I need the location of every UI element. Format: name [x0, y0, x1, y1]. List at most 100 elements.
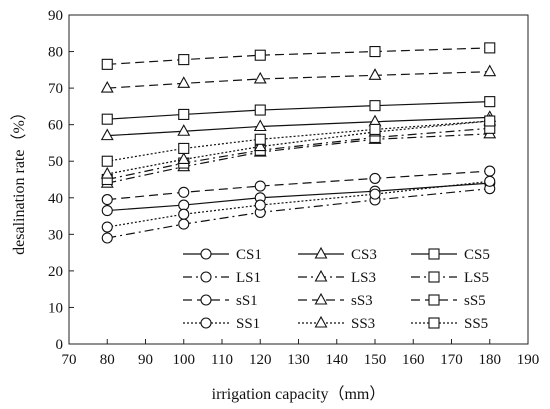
legend-marker-cs3 [314, 246, 328, 259]
legend-item-cs5: CS5 [411, 247, 490, 263]
data-point-cs5 [178, 108, 190, 120]
x-tick-label: 180 [479, 352, 502, 368]
series-line-ss5 [107, 47, 490, 65]
data-point-ss3 [368, 68, 382, 80]
data-point-ss1 [484, 165, 496, 177]
legend: CS1 CS3 CS5 LS1 LS3 LS5 sS1 sS3 sS5 SS1 SS3 SS5 [183, 246, 490, 332]
legend-label-ls1: LS1 [236, 270, 261, 286]
data-point-ss1 [369, 172, 381, 184]
legend-label-ss1: SS1 [236, 316, 260, 332]
series-line-ls3 [107, 133, 490, 184]
data-point-ss1 [178, 186, 190, 198]
y-tick-label: 60 [48, 118, 63, 134]
x-axis-label: irrigation capacity（mm） [212, 385, 386, 403]
data-point-cs5 [369, 100, 381, 112]
data-point-cs5 [101, 113, 113, 125]
data-point-cs3 [177, 124, 191, 136]
data-point-ss5 [254, 49, 266, 61]
legend-item-ls3: LS3 [298, 269, 376, 286]
series-ss5 [101, 115, 496, 167]
data-point-cs5 [254, 104, 266, 116]
series-ls3 [100, 126, 497, 188]
series-line-ss5 [107, 120, 490, 162]
data-point-ls1 [101, 232, 113, 244]
legend-item-ss5: sS5 [411, 293, 486, 309]
data-point-ss1 [484, 175, 496, 187]
series-line-ss3 [107, 120, 490, 175]
legend-label-ss3: SS3 [351, 316, 375, 332]
data-point-ss1 [254, 199, 266, 211]
x-tick-label: 120 [249, 352, 272, 368]
x-tick-label: 150 [364, 352, 387, 368]
data-point-ss5 [484, 115, 496, 127]
legend-item-cs3: CS3 [298, 246, 377, 263]
data-point-ss5 [178, 54, 190, 66]
x-tick-label: 110 [211, 352, 233, 368]
data-point-ss5 [254, 133, 266, 145]
series-layer [100, 42, 497, 244]
legend-label-ss3: sS3 [351, 293, 373, 309]
data-point-ss5 [101, 155, 113, 167]
y-tick-label: 0 [56, 337, 64, 353]
y-axis-ticks: 0 10 20 30 40 50 60 70 80 90 [48, 8, 74, 353]
legend-marker-ss3 [314, 292, 328, 305]
data-point-ss3 [177, 76, 191, 88]
data-point-cs1 [178, 199, 190, 211]
legend-item-cs1: CS1 [183, 247, 262, 263]
y-tick-label: 90 [48, 8, 63, 24]
x-tick-label: 130 [287, 352, 310, 368]
y-tick-label: 30 [48, 227, 63, 243]
legend-label-ss5: SS5 [464, 316, 488, 332]
data-point-ss3 [100, 80, 114, 93]
data-point-ss5 [484, 42, 496, 54]
y-tick-label: 50 [48, 154, 63, 170]
legend-marker-cs5 [428, 248, 440, 260]
x-tick-label: 170 [440, 352, 463, 368]
data-point-ss1 [101, 221, 113, 233]
legend-marker-ls5 [428, 271, 440, 283]
legend-item-ss3: sS3 [298, 292, 373, 309]
data-point-ss5 [178, 142, 190, 154]
legend-item-ss1: sS1 [183, 293, 258, 309]
legend-label-cs5: CS5 [464, 247, 490, 263]
data-point-cs5 [484, 96, 496, 108]
legend-marker-ss3 [314, 315, 328, 328]
data-point-ss3 [177, 152, 191, 164]
series-line-cs1 [107, 182, 490, 212]
legend-label-cs3: CS3 [351, 247, 377, 263]
legend-marker-ss1 [200, 317, 212, 329]
legend-label-cs1: CS1 [236, 247, 262, 263]
y-axis-label: desalination rate（%） [10, 104, 28, 255]
series-line-cs5 [107, 101, 490, 120]
data-point-ss5 [369, 123, 381, 135]
x-tick-label: 140 [326, 352, 349, 368]
data-point-ss3 [253, 139, 267, 152]
data-point-ls1 [178, 218, 190, 230]
y-tick-label: 40 [48, 191, 63, 207]
legend-label-ls5: LS5 [464, 270, 489, 286]
data-point-ss1 [254, 180, 266, 192]
data-point-ss5 [369, 46, 381, 58]
legend-marker-ls1 [200, 271, 212, 283]
data-point-ss1 [101, 194, 113, 206]
series-cs5 [101, 96, 496, 125]
series-ss1 [101, 175, 496, 233]
legend-item-ls5: LS5 [411, 270, 489, 286]
x-tick-label: 90 [138, 352, 153, 368]
legend-marker-cs1 [200, 248, 212, 260]
legend-label-ls3: LS3 [351, 270, 376, 286]
x-tick-label: 160 [402, 352, 425, 368]
series-cs1 [101, 177, 496, 217]
data-point-ss3 [253, 71, 267, 84]
data-point-cs3 [253, 119, 267, 132]
series-line-ss1 [107, 180, 490, 228]
x-axis-ticks: 70 80 90 100 110 120 130 140 150 160 170 180 190 [62, 339, 540, 368]
data-point-ss3 [483, 64, 497, 77]
x-tick-label: 190 [517, 352, 540, 368]
data-point-ss3 [100, 166, 114, 179]
y-tick-label: 20 [48, 264, 63, 280]
y-tick-label: 70 [48, 81, 63, 97]
legend-marker-ss5 [428, 317, 440, 329]
data-point-ss5 [101, 58, 113, 70]
data-point-ss1 [369, 188, 381, 200]
